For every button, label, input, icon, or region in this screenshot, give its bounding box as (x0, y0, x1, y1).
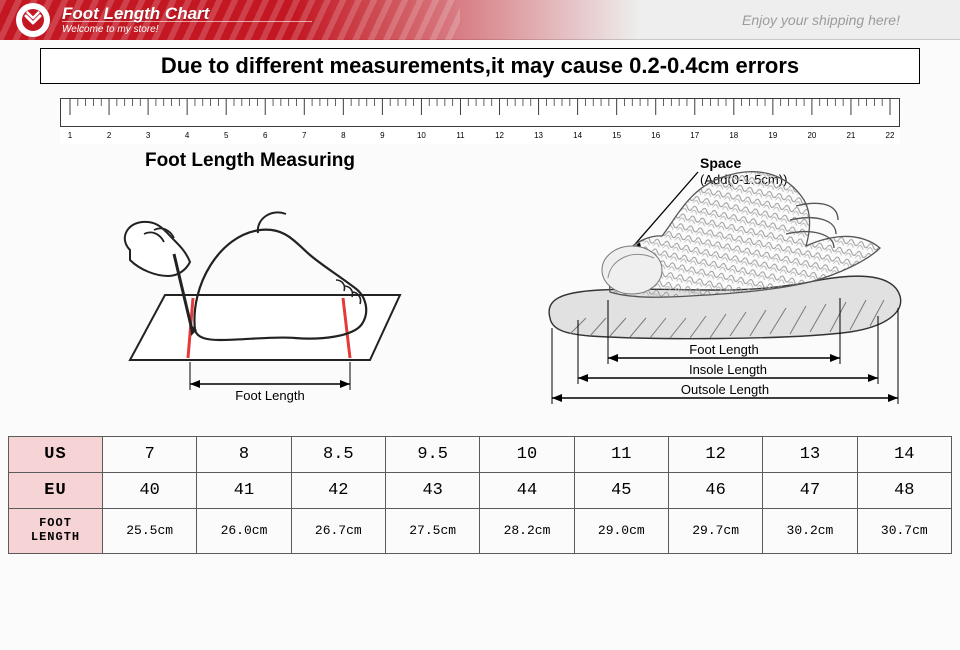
svg-text:13: 13 (534, 131, 543, 140)
cell: 9.5 (385, 437, 479, 473)
cell: 11 (574, 437, 668, 473)
svg-text:18: 18 (729, 131, 738, 140)
notice-box: Due to different measurements,it may cau… (40, 48, 920, 84)
table-row: EU404142434445464748 (9, 473, 952, 509)
cell: 44 (480, 473, 574, 509)
cell: 13 (763, 437, 857, 473)
svg-text:7: 7 (302, 131, 307, 140)
size-table: US788.59.51011121314EU404142434445464748… (8, 436, 952, 554)
foot-length-label: Foot Length (689, 342, 758, 357)
svg-text:20: 20 (807, 131, 816, 140)
svg-text:2: 2 (107, 131, 112, 140)
table-row: US788.59.51011121314 (9, 437, 952, 473)
cell: 14 (857, 437, 951, 473)
row-label: US (9, 437, 103, 473)
banner-separator (62, 21, 312, 22)
cell: 27.5cm (385, 509, 479, 554)
svg-text:16: 16 (651, 131, 660, 140)
cell: 30.7cm (857, 509, 951, 554)
diagram-left: Foot Length Measuring (30, 150, 470, 420)
cell: 43 (385, 473, 479, 509)
shoe-lengths-illustration: Space (Add(0-1.5cm)) (490, 150, 950, 415)
cell: 29.0cm (574, 509, 668, 554)
svg-text:1: 1 (68, 131, 73, 140)
foot-measuring-illustration: Foot Length (70, 180, 430, 410)
diagram-left-title: Foot Length Measuring (30, 150, 470, 172)
outsole-length-label: Outsole Length (681, 382, 769, 397)
svg-text:10: 10 (417, 131, 426, 140)
svg-text:14: 14 (573, 131, 582, 140)
banner-right-text: Enjoy your shipping here! (742, 0, 900, 40)
cell: 45 (574, 473, 668, 509)
svg-text:4: 4 (185, 131, 190, 140)
cell: 48 (857, 473, 951, 509)
table-row: FOOTLENGTH25.5cm26.0cm26.7cm27.5cm28.2cm… (9, 509, 952, 554)
svg-text:5: 5 (224, 131, 229, 140)
logo-badge (16, 3, 50, 37)
cell: 47 (763, 473, 857, 509)
diagrams-row: Foot Length Measuring (0, 150, 960, 430)
cell: 28.2cm (480, 509, 574, 554)
cell: 41 (197, 473, 291, 509)
chevron-down-icon (21, 8, 45, 32)
insole-length-label: Insole Length (689, 362, 767, 377)
svg-text:8: 8 (341, 131, 346, 140)
svg-text:12: 12 (495, 131, 504, 140)
cell: 12 (668, 437, 762, 473)
cell: 26.7cm (291, 509, 385, 554)
space-label: Space (700, 155, 741, 171)
cell: 7 (103, 437, 197, 473)
cell: 8 (197, 437, 291, 473)
svg-text:22: 22 (886, 131, 895, 140)
row-label: FOOTLENGTH (9, 509, 103, 554)
diagram-right: Space (Add(0-1.5cm)) (490, 150, 930, 420)
cell: 8.5 (291, 437, 385, 473)
svg-text:17: 17 (690, 131, 699, 140)
svg-text:6: 6 (263, 131, 268, 140)
cell: 40 (103, 473, 197, 509)
cell: 46 (668, 473, 762, 509)
cell: 29.7cm (668, 509, 762, 554)
ruler: 12345678910111213141516171819202122 (60, 98, 900, 144)
cell: 30.2cm (763, 509, 857, 554)
row-label: EU (9, 473, 103, 509)
cell: 10 (480, 437, 574, 473)
cell: 26.0cm (197, 509, 291, 554)
header-banner: Foot Length Chart Welcome to my store! E… (0, 0, 960, 40)
svg-text:15: 15 (612, 131, 621, 140)
foot-length-dim-label: Foot Length (235, 388, 304, 403)
svg-text:9: 9 (380, 131, 385, 140)
cell: 42 (291, 473, 385, 509)
banner-subtitle: Welcome to my store! (62, 24, 159, 35)
svg-text:21: 21 (846, 131, 855, 140)
svg-text:3: 3 (146, 131, 151, 140)
svg-text:11: 11 (456, 131, 465, 140)
svg-text:19: 19 (768, 131, 777, 140)
notice-text: Due to different measurements,it may cau… (161, 53, 799, 78)
cell: 25.5cm (103, 509, 197, 554)
